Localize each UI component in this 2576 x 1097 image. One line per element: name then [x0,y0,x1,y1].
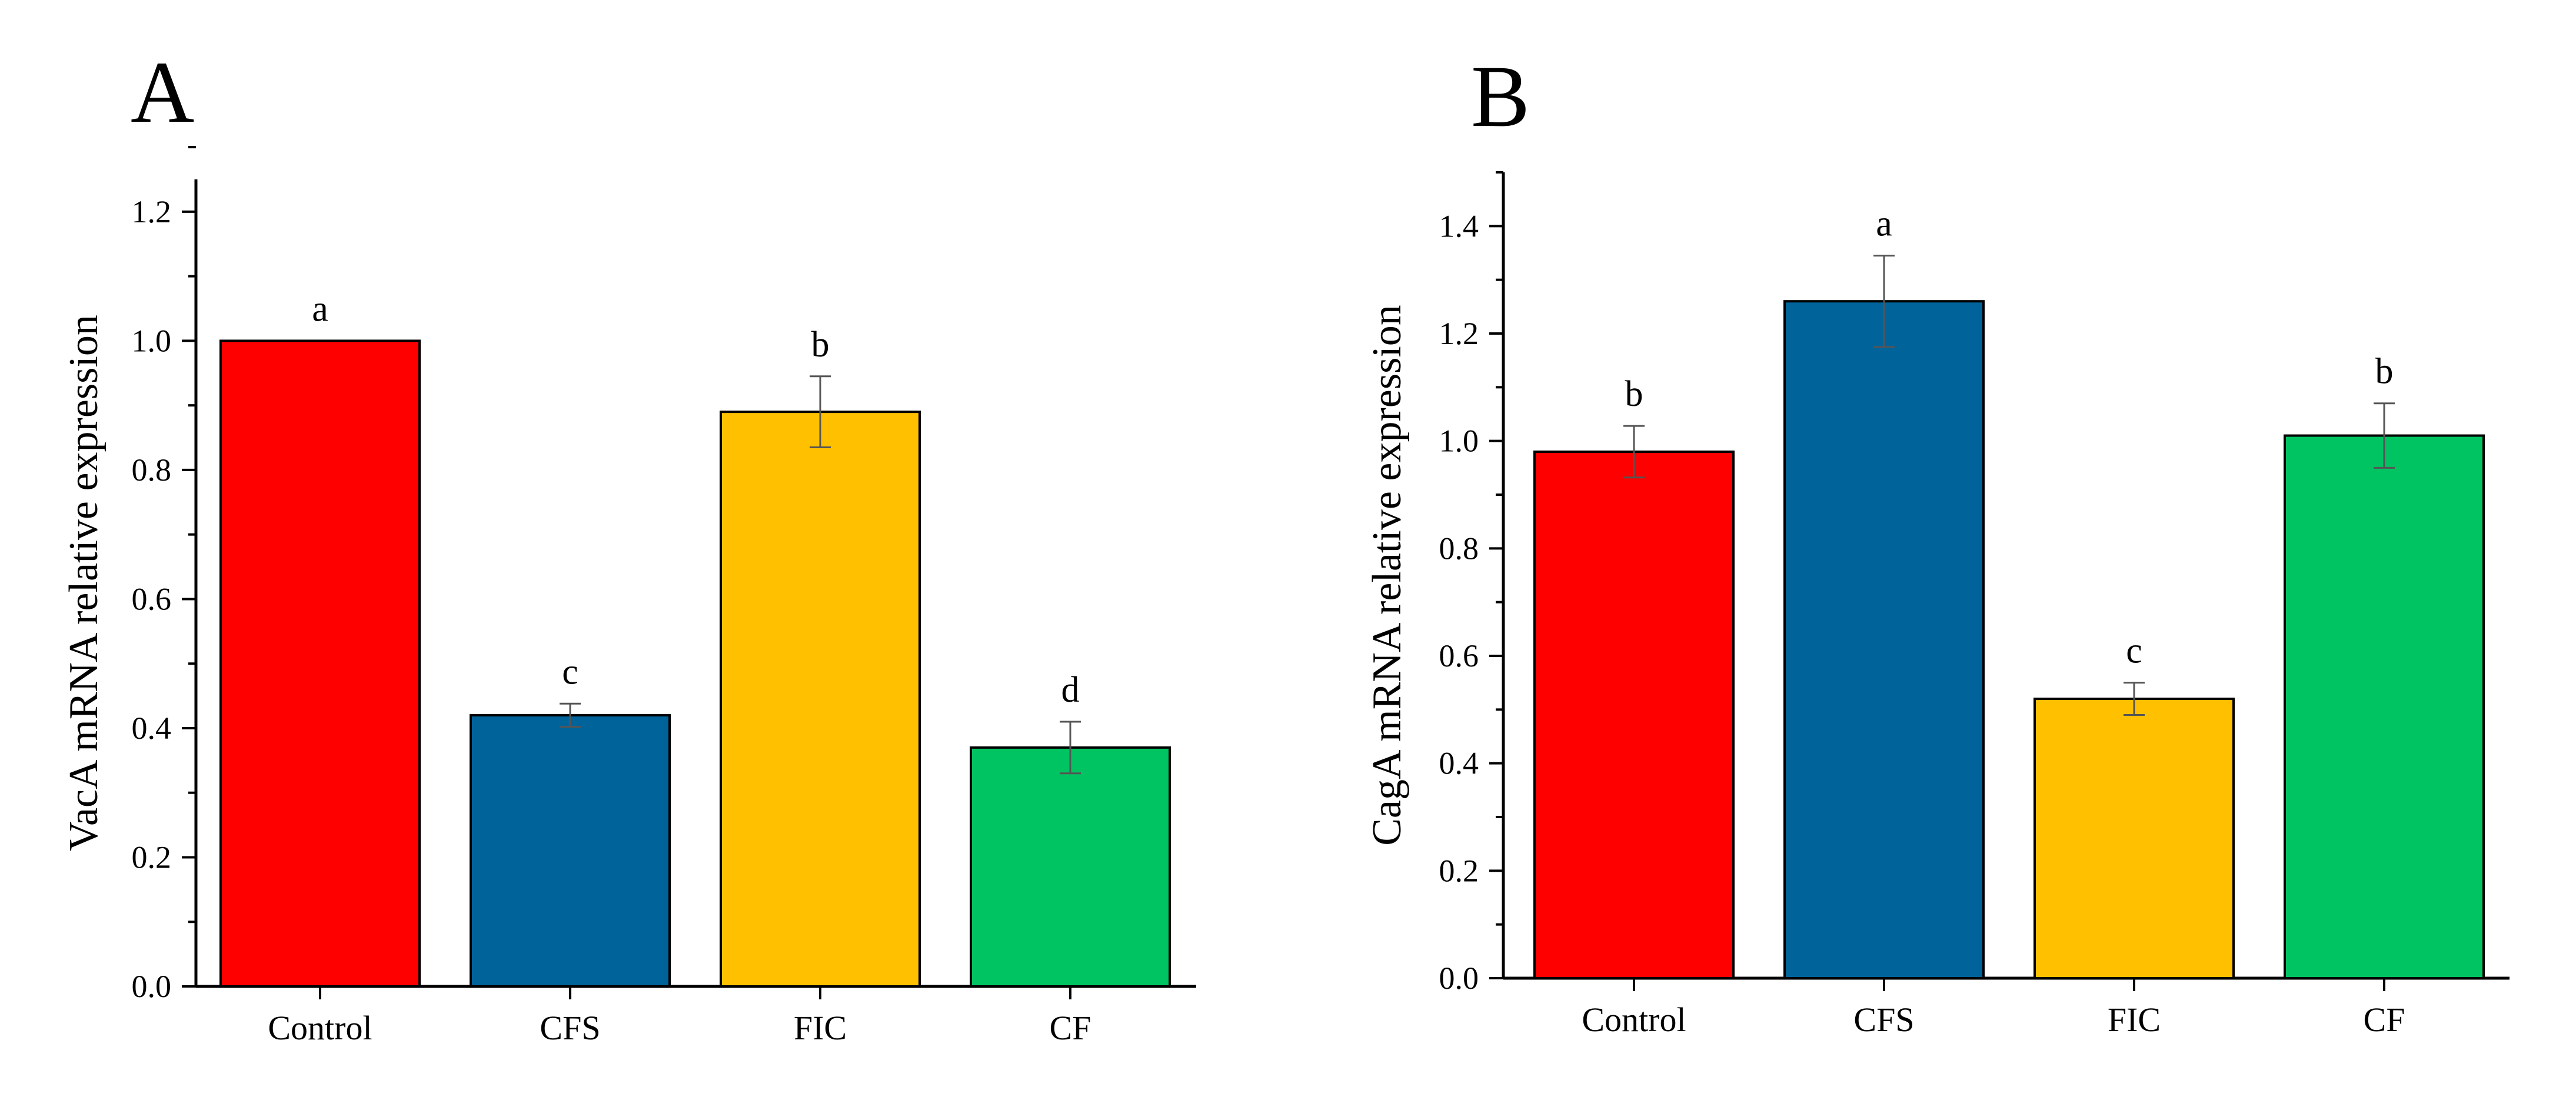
y-tick-label: 0.6 [1439,638,1479,673]
y-tick-label: 0.8 [132,452,172,488]
y-tick-label: 0.0 [1439,961,1479,996]
y-axis-title: CagA mRNA relative expression [1364,305,1410,846]
panel-b-chart: B CagA mRNA relative expression 0.0 0.2 0.… [1364,48,2510,1039]
panel-a-chart: A VacA mRNA relative expression 0.0 0.2 0.… [61,44,1196,1047]
panel-letter: B [1471,48,1530,145]
y-axis-title: VacA mRNA relative expression [61,315,106,851]
y-tick-label: 1.0 [132,323,172,358]
y-tick-label: 0.4 [1439,746,1479,781]
x-tick-label: CFS [1853,1001,1914,1039]
significance-label: c [2126,631,2142,671]
bar-control [1533,450,1735,979]
x-tick-label: CFS [540,1009,600,1047]
panel-letter: A [131,44,194,141]
x-tick-label: Control [268,1009,372,1047]
bar-cf [970,746,1171,988]
y-tick-label: 0.2 [1439,853,1479,888]
significance-label: b [811,325,830,365]
significance-label: c [562,652,578,692]
y-tick-label: 0.2 [132,839,172,875]
y-tick-label: 1.2 [1439,316,1479,351]
y-tick-label: 0.6 [132,581,172,616]
y-tick-label: 0.4 [132,711,172,746]
significance-label: d [1061,670,1080,710]
x-tick-label: CF [2364,1001,2405,1039]
significance-label: b [1625,374,1643,414]
bar-fic [2033,698,2235,979]
x-tick-label: FIC [794,1009,847,1047]
bar-cfs [1783,300,1985,980]
y-tick-label: 0.8 [1439,531,1479,566]
y-tick-label: 1.0 [1439,424,1479,459]
significance-label: a [1876,204,1892,244]
bar-fic [720,411,921,988]
x-tick-label: Control [1582,1001,1686,1039]
bar-cf [2284,434,2485,979]
y-tick-label: 0.0 [132,969,172,1004]
x-tick-label: CF [1050,1009,1091,1047]
bar-cfs [470,714,671,988]
bar-control [219,339,421,988]
x-tick-label: FIC [2108,1001,2161,1039]
significance-label: b [2375,352,2394,392]
y-tick-label: 1.2 [132,194,172,229]
significance-label: a [312,289,328,329]
y-tick-label: 1.4 [1439,208,1479,244]
